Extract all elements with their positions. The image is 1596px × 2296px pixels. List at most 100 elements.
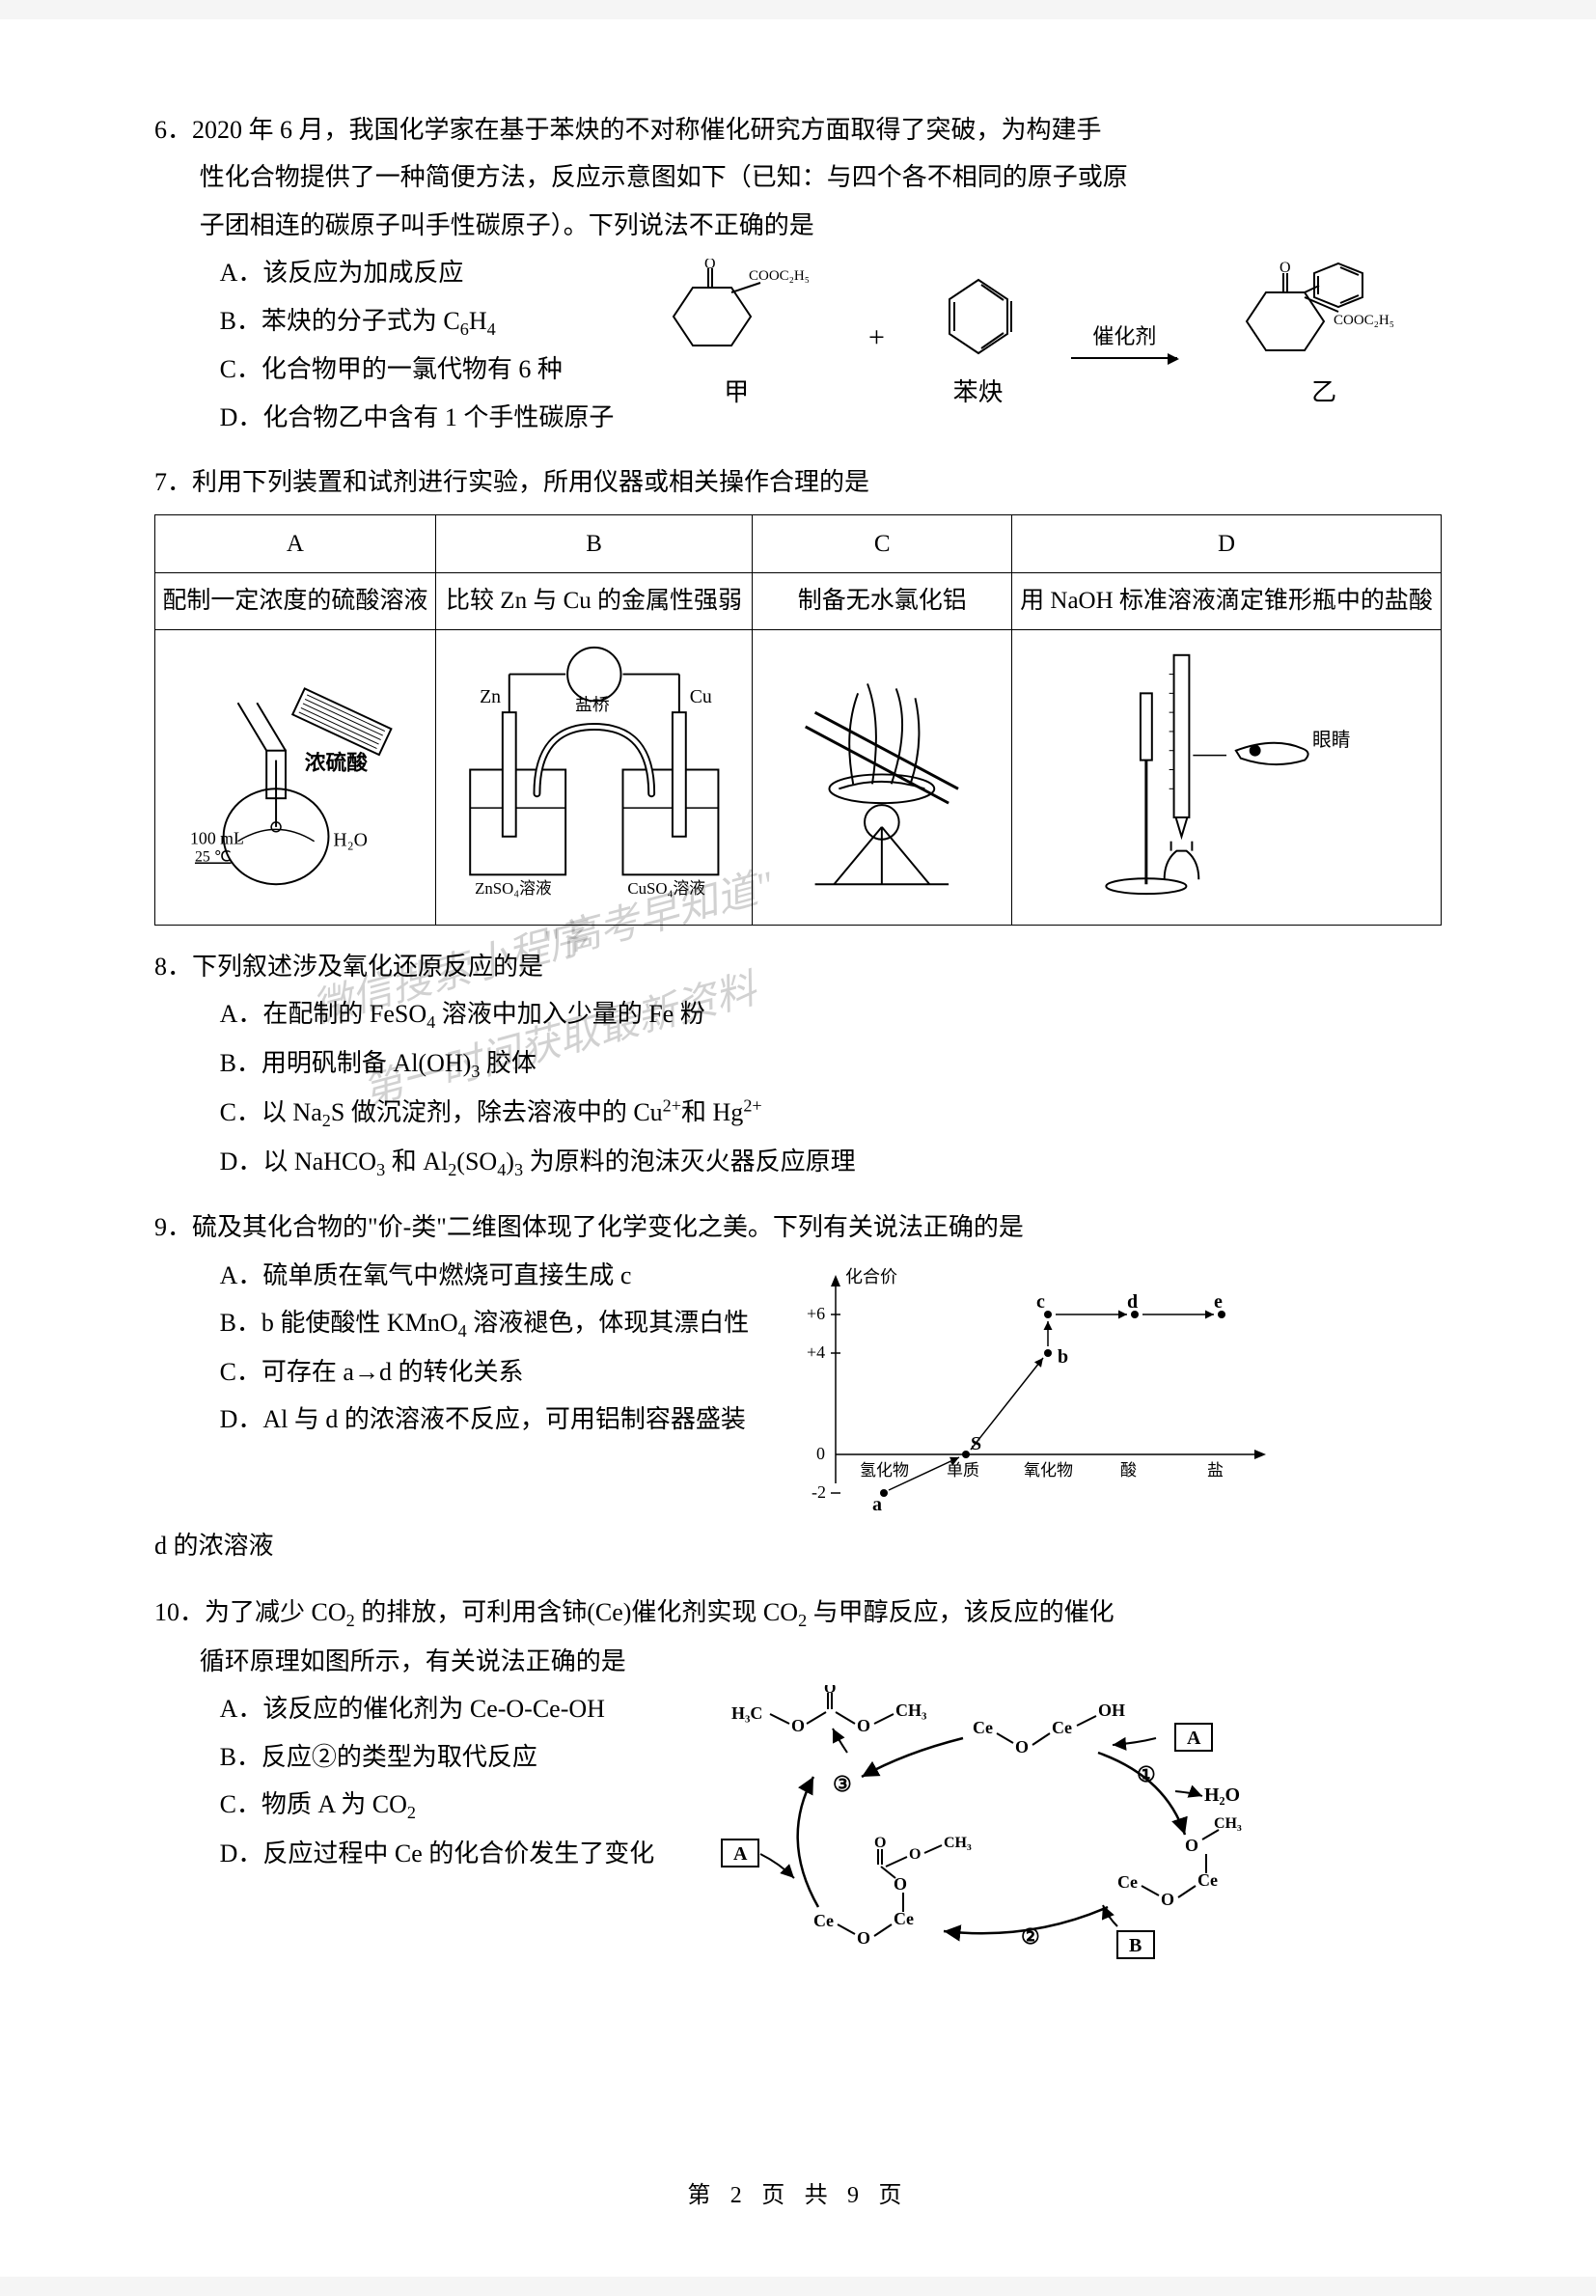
svg-text:O: O — [791, 1716, 805, 1735]
q6-jia-svg: O COOC₂H₅ — [654, 259, 818, 365]
q7-svg-c — [757, 636, 1007, 903]
q8-a-post: 溶液中加入少量的 Fe 粉 — [435, 1000, 705, 1028]
q6-benyne-label: 苯炔 — [935, 369, 1022, 416]
q9-stem: 9．硫及其化合物的"价-类"二维图体现了化学变化之美。下列有关说法正确的是 — [154, 1203, 1442, 1251]
q10-stem-pre: 为了减少 CO — [205, 1598, 346, 1626]
q8-number: 8． — [154, 953, 192, 981]
q10-stem-line1: 10．为了减少 CO2 的排放，可利用含铈(Ce)催化剂实现 CO2 与甲醇反应… — [154, 1589, 1442, 1638]
q9-option-d: D．Al 与 d 的浓溶液不反应，可用铝制容器盛装 — [220, 1396, 750, 1443]
q9-ytick-n2: -2 — [812, 1482, 826, 1502]
q8-c-pre: C．以 Na — [220, 1098, 322, 1126]
q9-ytick-6: +6 — [807, 1304, 825, 1323]
q7-apparatus-c — [753, 629, 1012, 926]
q9-option-c: C．可存在 a→d 的转化关系 — [220, 1348, 750, 1396]
q6-stem-line-3: 子团相连的碳原子叫手性碳原子）。下列说法不正确的是 — [154, 202, 1442, 249]
q9-option-a: A．硫单质在氧气中燃烧可直接生成 c — [220, 1252, 750, 1299]
q9-option-d-line2: d 的浓溶液 — [154, 1522, 1442, 1569]
q6-option-d: D．化合物乙中含有 1 个手性碳原子 — [220, 394, 615, 441]
q8-d-sub2: 2 — [448, 1160, 456, 1179]
q7-a-100ml: 100 mL — [190, 828, 244, 847]
svg-text:O: O — [909, 1846, 921, 1863]
q6-options: A．该反应为加成反应 B．苯炔的分子式为 C6H4 C．化合物甲的一氯代物有 6… — [154, 249, 614, 441]
svg-text:Ce: Ce — [1117, 1872, 1138, 1892]
q7-b-saltbridge: 盐桥 — [575, 695, 610, 714]
q6-mol-jia: O COOC₂H₅ 甲 — [654, 259, 818, 416]
q7-desc-b: 比较 Zn 与 Cu 的金属性强弱 — [435, 573, 753, 630]
q10-box-a-left: A — [733, 1843, 748, 1865]
question-10: 10．为了减少 CO2 的排放，可利用含铈(Ce)催化剂实现 CO2 与甲醇反应… — [154, 1589, 1442, 1975]
q9-ytick-4: +4 — [807, 1342, 825, 1362]
q10-c-sub: 2 — [407, 1803, 416, 1822]
q7-apparatus-row: 浓硫酸 100 mL 25 ℃ H₂O — [155, 629, 1442, 926]
q10-box-b: B — [1129, 1935, 1142, 1956]
q6-benyne-svg — [935, 268, 1022, 365]
q8-c-mid2: 和 Hg — [681, 1098, 743, 1126]
q9-graph: 化合价 +6 +4 0 -2 氢化物 单质 氧化物 酸 盐 a — [778, 1252, 1442, 1522]
q7-table: A B C D 配制一定浓度的硫酸溶液 比较 Zn 与 Cu 的金属性强弱 制备… — [154, 514, 1442, 927]
q6-arrow-label: 催化剂 — [1092, 317, 1156, 357]
q9-xcat-2: 氧化物 — [1024, 1461, 1073, 1480]
q9-pt-b: b — [1058, 1346, 1068, 1368]
q9-stem-text: 硫及其化合物的"价-类"二维图体现了化学变化之美。下列有关说法正确的是 — [192, 1213, 1024, 1241]
q6-optb-sub2: 4 — [487, 319, 496, 339]
q7-svg-a: 浓硫酸 100 mL 25 ℃ H₂O — [159, 636, 431, 903]
q7-header-a: A — [155, 514, 436, 573]
q7-header-d: D — [1012, 514, 1442, 573]
q8-d-mid3: ) — [506, 1148, 514, 1176]
question-8: 8．下列叙述涉及氧化还原反应的是 A．在配制的 FeSO4 溶液中加入少量的 F… — [154, 943, 1442, 1186]
question-7: 7．利用下列装置和试剂进行实验，所用仪器或相关操作合理的是 A B C D 配制… — [154, 458, 1442, 926]
q7-d-eye: 眼睛 — [1312, 729, 1351, 750]
q7-b-cuso4: CuSO₄溶液 — [627, 879, 705, 898]
q7-b-cu: Cu — [689, 686, 711, 707]
q10-c-pre: C．物质 A 为 CO — [220, 1790, 407, 1818]
q8-c-sub1: 2 — [322, 1111, 331, 1130]
q10-stem-sub2: 2 — [798, 1611, 807, 1630]
q9-options: A．硫单质在氧气中燃烧可直接生成 c B．b 能使酸性 KMnO4 溶液褪色，体… — [154, 1252, 749, 1444]
q9-xcat-1: 单质 — [947, 1461, 979, 1480]
svg-text:O: O — [1280, 260, 1291, 276]
q9-xcat-4: 盐 — [1207, 1461, 1224, 1480]
q6-cooc2h5-yi: COOC₂H₅ — [1334, 313, 1394, 328]
q7-desc-d: 用 NaOH 标准溶液滴定锥形瓶中的盐酸 — [1012, 573, 1442, 630]
q6-mol-yi: O COOC₂H₅ 乙 — [1227, 259, 1420, 416]
q8-d-mid: 和 Al — [385, 1148, 448, 1176]
q9-b-sub: 4 — [458, 1321, 467, 1341]
q8-b-post: 胶体 — [480, 1049, 537, 1077]
q9-ytick-0: 0 — [816, 1444, 825, 1463]
q7-apparatus-d: 眼睛 — [1012, 629, 1442, 926]
q6-jia-label: 甲 — [654, 369, 818, 416]
q8-option-a: A．在配制的 FeSO4 溶液中加入少量的 Fe 粉 — [220, 990, 1442, 1039]
q9-pt-a: a — [872, 1494, 882, 1515]
q10-option-d: D．反应过程中 Ce 的化合价发生了变化 — [220, 1830, 655, 1877]
svg-text:O: O — [704, 259, 716, 272]
page-footer: 第 2 页 共 9 页 — [0, 2174, 1596, 2219]
q7-header-b: B — [435, 514, 753, 573]
question-6: 6．2020 年 6 月，我国化学家在基于苯炔的不对称催化研究方面取得了突破，为… — [154, 106, 1442, 441]
svg-text:OH: OH — [1098, 1701, 1125, 1720]
svg-text:O: O — [857, 1716, 870, 1735]
q9-number: 9． — [154, 1213, 192, 1241]
q8-c-sup1: 2+ — [663, 1095, 681, 1115]
q7-a-temp: 25 ℃ — [195, 848, 232, 865]
q6-arrow-line — [1071, 357, 1177, 359]
q9-pt-c: c — [1036, 1291, 1045, 1313]
q8-stem: 8．下列叙述涉及氧化还原反应的是 — [154, 943, 1442, 990]
q8-d-sub4: 3 — [514, 1160, 523, 1179]
q7-apparatus-b: Zn Cu 盐桥 ZnSO₄溶液 CuSO₄溶液 — [435, 629, 753, 926]
q6-optb-mid: H — [469, 307, 487, 335]
q8-d-post: 为原料的泡沫灭火器反应原理 — [523, 1148, 856, 1176]
q10-num-3: ③ — [833, 1772, 852, 1796]
q10-stem-post: 与甲醇反应，该反应的催化 — [807, 1598, 1114, 1626]
svg-text:CH₃: CH₃ — [895, 1701, 927, 1720]
q10-svg: H₃C O O O CH₃ Ce O Ce — [674, 1685, 1252, 1975]
q8-stem-text: 下列叙述涉及氧化还原反应的是 — [192, 953, 543, 981]
q7-apparatus-a: 浓硫酸 100 mL 25 ℃ H₂O — [155, 629, 436, 926]
q8-d-mid2: (SO — [456, 1148, 497, 1176]
q10-stem-line2: 循环原理如图所示，有关说法正确的是 — [154, 1638, 1442, 1685]
q10-stem-mid: 的排放，可利用含铈(Ce)催化剂实现 CO — [355, 1598, 798, 1626]
q8-d-sub3: 4 — [497, 1160, 506, 1179]
svg-text:O: O — [1161, 1890, 1174, 1909]
q9-pt-d: d — [1127, 1291, 1138, 1313]
svg-text:O: O — [824, 1685, 836, 1697]
q6-yi-svg: O COOC₂H₅ — [1227, 259, 1420, 365]
